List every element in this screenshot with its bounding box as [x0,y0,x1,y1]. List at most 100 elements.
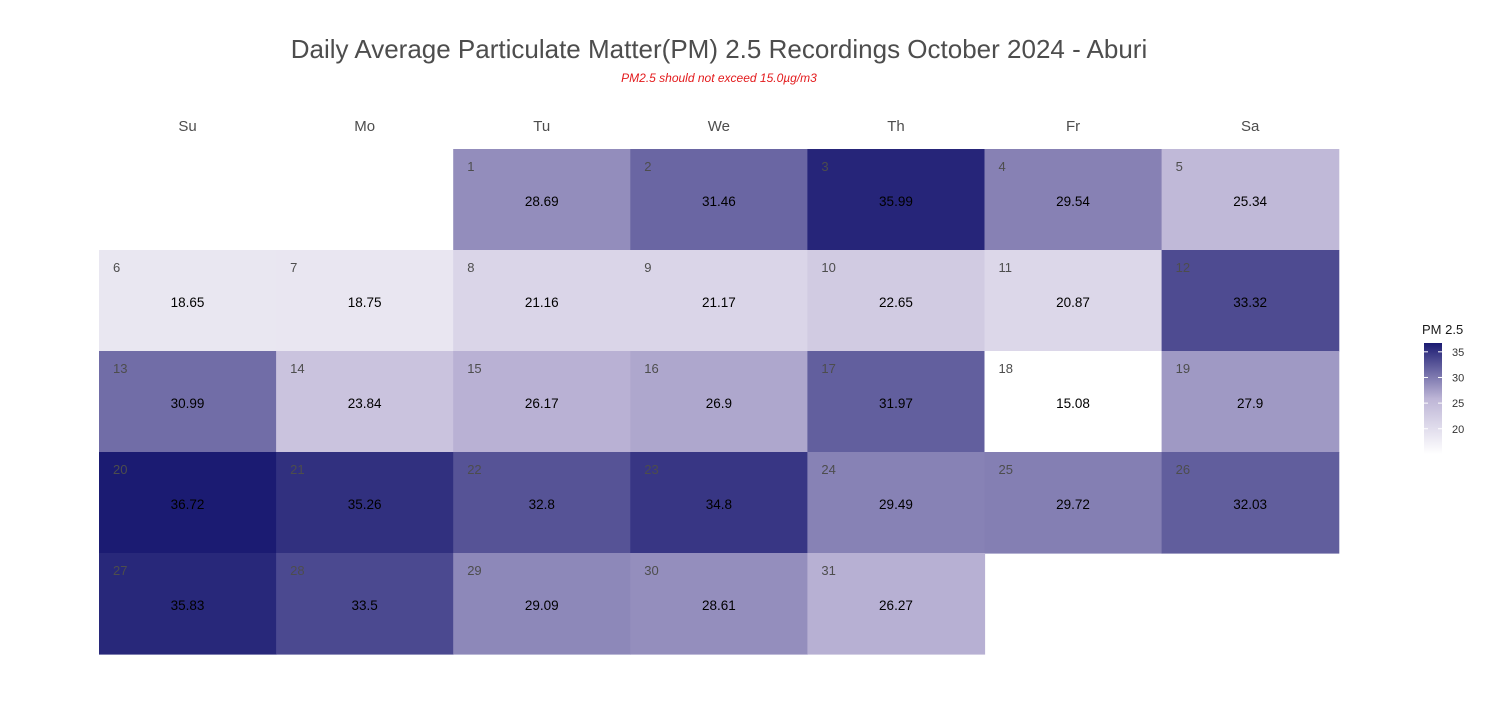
day-cell-fill [453,351,631,453]
day-number: 28 [290,563,304,578]
legend-tick-label: 30 [1452,372,1464,384]
day-value: 31.97 [879,396,913,411]
day-value: 29.49 [879,497,913,512]
day-cell: 13 30.99 [99,351,277,453]
day-value: 18.75 [348,295,382,310]
weekday-label: Mo [354,118,375,135]
day-cell-fill [276,452,454,554]
day-cell-fill [1161,452,1340,554]
day-cell: 335.99 [807,149,986,251]
day-value: 35.83 [171,598,205,613]
day-cell: 24 29.49 [807,452,986,554]
day-value: 33.5 [352,598,378,613]
calendar-grid: 128.69231.46335.99429.54525.34618.65718.… [99,149,1340,655]
day-value: 28.69 [525,194,559,209]
day-cell: 23 34.8 [630,452,808,554]
day-number: 21 [290,462,304,477]
day-cell: 26 32.03 [1161,452,1340,554]
day-cell: 30 28.61 [630,553,808,655]
day-value: 35.99 [879,194,913,209]
day-value: 21.16 [525,295,559,310]
day-cell-fill [630,351,808,453]
chart-subtitle: PM2.5 should not exceed 15.0µg/m3 [621,71,817,85]
day-cell-fill [1161,149,1340,251]
day-cell: 718.75 [276,250,454,352]
day-cell: 22 32.8 [453,452,631,554]
day-cell-fill [99,553,277,655]
day-cell-fill [99,351,277,453]
day-number: 25 [999,462,1013,477]
day-cell: 921.17 [630,250,808,352]
day-cell: 16 26.9 [630,351,808,453]
day-cell-fill [276,250,454,352]
day-number: 18 [999,361,1013,376]
day-cell-fill [453,149,631,251]
weekday-label: Th [887,118,905,135]
day-cell-fill [99,452,277,554]
day-value: 26.9 [706,396,732,411]
chart-title: Daily Average Particulate Matter(PM) 2.5… [291,34,1147,64]
day-cell: 31 26.27 [807,553,986,655]
day-value: 30.99 [171,396,205,411]
day-value: 34.8 [706,497,732,512]
day-value: 18.65 [171,295,205,310]
day-value: 26.17 [525,396,559,411]
day-value: 26.27 [879,598,913,613]
legend-ticks: 20 25 30 35 [1424,347,1464,436]
day-value: 32.8 [529,497,555,512]
day-cell: 27 35.83 [99,553,277,655]
day-number: 9 [644,260,651,275]
day-cell-fill [453,553,631,655]
day-number: 5 [1176,159,1183,174]
day-value: 15.08 [1056,396,1090,411]
day-number: 8 [467,260,474,275]
day-cell: 21 35.26 [276,452,454,554]
day-value: 29.72 [1056,497,1090,512]
day-cell-fill [276,351,454,453]
day-number: 4 [999,159,1006,174]
day-number: 27 [113,563,127,578]
day-value: 29.54 [1056,194,1090,209]
day-number: 22 [467,462,481,477]
day-number: 29 [467,563,481,578]
day-cell: 28 33.5 [276,553,454,655]
day-cell: 25 29.72 [984,452,1163,554]
day-number: 19 [1176,361,1190,376]
day-number: 20 [113,462,127,477]
day-cell-fill [1161,250,1340,352]
day-number: 15 [467,361,481,376]
day-value: 28.61 [702,598,736,613]
day-cell-fill [984,250,1163,352]
day-cell: 128.69 [453,149,631,251]
day-number: 17 [821,361,835,376]
day-value: 23.84 [348,396,382,411]
day-cell-fill [453,452,631,554]
day-number: 16 [644,361,658,376]
day-value: 35.26 [348,497,382,512]
weekday-label: We [708,118,730,135]
day-cell: 618.65 [99,250,277,352]
weekday-label: Sa [1241,118,1260,135]
day-cell-fill [630,452,808,554]
day-cell-fill [1161,351,1340,453]
day-number: 13 [113,361,127,376]
day-value: 22.65 [879,295,913,310]
day-cell: 231.46 [630,149,808,251]
day-cell-fill [99,250,277,352]
day-cell-fill [276,553,454,655]
day-cell: 14 23.84 [276,351,454,453]
day-cell-fill [807,149,986,251]
legend-tick-label: 35 [1452,347,1464,359]
day-value: 20.87 [1056,295,1090,310]
day-cell-fill [807,452,986,554]
day-number: 3 [821,159,828,174]
day-cell-fill [630,250,808,352]
day-cell: 20 36.72 [99,452,277,554]
day-cell: 29 29.09 [453,553,631,655]
day-cell: 11 20.87 [984,250,1163,352]
weekday-label: Tu [533,118,550,135]
day-number: 6 [113,260,120,275]
day-cell: 17 31.97 [807,351,986,453]
day-cell-fill [807,553,986,655]
weekday-label: Su [178,118,196,135]
